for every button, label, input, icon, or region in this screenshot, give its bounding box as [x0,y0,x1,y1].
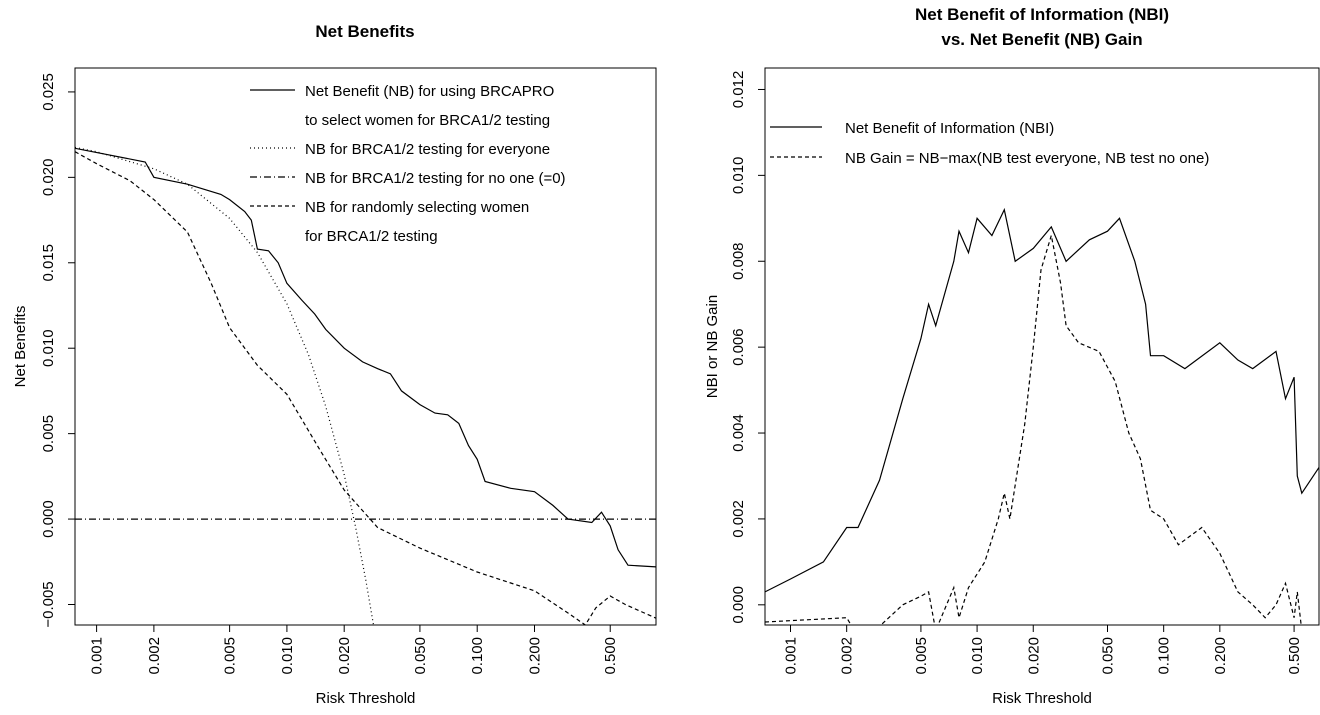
x-axis-title: Risk Threshold [992,690,1092,707]
x-tick-label: 0.005 [913,637,930,675]
legend-label: for BRCA1/2 testing [305,228,438,245]
y-tick-label: 0.005 [40,415,57,453]
plot-frame [74,67,657,626]
y-tick-label: 0.000 [730,586,747,624]
series-line [75,151,656,625]
y-tick-label: 0.025 [40,73,57,111]
y-axis-title: NBI or NB Gain [704,295,721,398]
plot-frame [764,67,1320,626]
series-line [75,146,375,625]
y-tick-label: 0.006 [730,328,747,366]
x-tick-label: 0.100 [469,637,486,675]
legend-label: NB Gain = NB−max(NB test everyone, NB te… [845,150,1209,167]
chart-title: vs. Net Benefit (NB) Gain [941,30,1142,49]
legend-label: to select women for BRCA1/2 testing [305,112,550,129]
y-axis-title: Net Benefits [12,306,29,388]
y-tick-label: 0.000 [40,500,57,538]
legend-label: NB for BRCA1/2 testing for no one (=0) [305,170,566,187]
y-tick-label: 0.002 [730,500,747,538]
x-tick-label: 0.200 [526,637,543,675]
y-tick-label: 0.012 [730,71,747,109]
series-line [765,207,1319,593]
x-tick-label: 0.001 [783,637,800,675]
y-tick-label: −0.005 [40,581,57,627]
x-tick-label: 0.010 [969,637,986,675]
x-tick-label: 0.050 [412,637,429,675]
legend-label: Net Benefit of Information (NBI) [845,120,1054,137]
x-tick-label: 0.200 [1212,637,1229,675]
y-tick-label: 0.010 [730,157,747,195]
x-axis-title: Risk Threshold [316,690,416,707]
x-tick-label: 0.020 [336,637,353,675]
legend-label: NB for BRCA1/2 testing for everyone [305,141,550,158]
y-tick-label: 0.015 [40,244,57,282]
series-line [765,235,1302,625]
x-tick-label: 0.002 [146,637,163,675]
x-tick-label: 0.005 [222,637,239,675]
x-tick-label: 0.002 [839,637,856,675]
chart-title: Net Benefits [315,22,414,41]
x-tick-label: 0.100 [1156,637,1173,675]
plot-area [765,207,1319,625]
plot-area [75,146,656,625]
y-tick-label: 0.004 [730,414,747,452]
x-tick-label: 0.020 [1025,637,1042,675]
legend-label: NB for randomly selecting women [305,199,529,216]
x-tick-label: 0.001 [89,637,106,675]
y-tick-label: 0.010 [40,329,57,367]
y-tick-label: 0.008 [730,242,747,280]
y-tick-label: 0.020 [40,159,57,197]
legend-label: Net Benefit (NB) for using BRCAPRO [305,83,554,100]
x-tick-label: 0.500 [602,637,619,675]
x-tick-label: 0.500 [1286,637,1303,675]
x-tick-label: 0.010 [279,637,296,675]
x-tick-label: 0.050 [1100,637,1117,675]
chart-title: Net Benefit of Information (NBI) [915,5,1169,24]
